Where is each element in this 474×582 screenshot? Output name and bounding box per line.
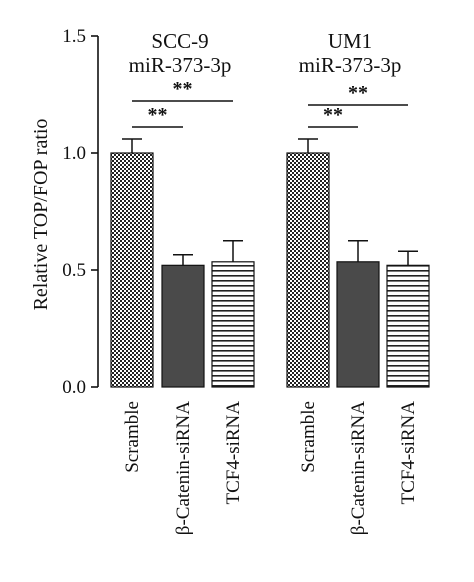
significance-label: ** <box>348 82 368 104</box>
y-tick-label: 0.0 <box>62 377 86 398</box>
bar <box>110 152 154 388</box>
significance-layer <box>132 100 408 128</box>
category-label: Scramble <box>122 401 143 473</box>
category-label: TCF4-siRNA <box>398 401 419 505</box>
y-tick-label: 1.5 <box>62 26 86 47</box>
y-tick-label: 0.5 <box>62 260 86 281</box>
axis-layer <box>91 35 99 388</box>
y-axis-title: Relative TOP/FOP ratio <box>30 119 52 311</box>
group-title-line1: UM1 <box>328 29 372 53</box>
category-label: β-Catenin-siRNA <box>173 401 194 535</box>
category-label: TCF4-siRNA <box>223 401 244 505</box>
bar <box>386 264 430 388</box>
bar <box>161 264 205 388</box>
significance-label: ** <box>173 78 193 100</box>
y-tick-label: 1.0 <box>62 143 86 164</box>
group-title-line1: SCC-9 <box>151 29 208 53</box>
bar <box>211 261 255 388</box>
significance-label: ** <box>148 104 168 126</box>
category-label: β-Catenin-siRNA <box>348 401 369 535</box>
category-label: Scramble <box>298 401 319 473</box>
group-title-line2: miR-373-3p <box>299 53 402 77</box>
bar <box>336 261 380 388</box>
significance-label: ** <box>323 104 343 126</box>
group-title-line2: miR-373-3p <box>129 53 232 77</box>
bars-layer <box>110 138 430 388</box>
bar <box>286 152 330 388</box>
